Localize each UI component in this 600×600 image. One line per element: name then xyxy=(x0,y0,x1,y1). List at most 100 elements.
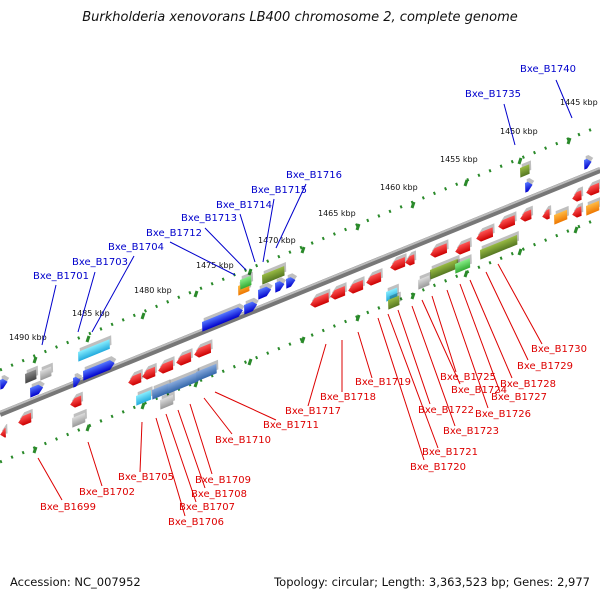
forward-gene xyxy=(258,282,273,300)
forward-gene xyxy=(25,365,39,384)
forward-gene-label: Bxe_B1703 xyxy=(72,257,128,268)
reverse-gene xyxy=(0,423,8,438)
forward-gene xyxy=(275,277,287,293)
reverse-gene xyxy=(390,253,407,271)
reverse-leader-line xyxy=(155,417,186,517)
scale-tick xyxy=(85,335,91,343)
kbp-label: 1485 kbp xyxy=(72,309,110,318)
reverse-gene xyxy=(160,390,175,410)
scale-tick xyxy=(517,157,523,165)
forward-gene xyxy=(240,271,254,290)
reverse-gene xyxy=(196,359,219,382)
reverse-gene xyxy=(176,348,193,366)
reverse-gene xyxy=(572,202,584,218)
scale-tick xyxy=(140,312,146,320)
reverse-gene xyxy=(586,196,600,216)
reverse-leader-line xyxy=(357,331,373,379)
reverse-gene-label: Bxe_B1730 xyxy=(531,344,587,355)
reverse-leader-line xyxy=(497,263,543,345)
reverse-leader-line xyxy=(485,271,529,361)
forward-gene xyxy=(30,380,45,398)
scale-tick xyxy=(573,226,579,234)
reverse-leader-line xyxy=(387,313,439,449)
reverse-gene xyxy=(128,368,143,386)
forward-leader-line xyxy=(239,213,256,263)
reverse-gene-label: Bxe_B1719 xyxy=(355,377,411,388)
reverse-leader-line xyxy=(446,289,489,409)
reverse-leader-line xyxy=(431,295,457,373)
scale-tick xyxy=(247,358,253,366)
reverse-leader-line xyxy=(203,397,233,435)
scale-tick xyxy=(300,246,306,254)
reverse-gene-label: Bxe_B1705 xyxy=(118,472,174,483)
reverse-gene xyxy=(330,282,347,300)
reverse-gene xyxy=(158,356,175,374)
kbp-label: 1450 kbp xyxy=(500,127,538,136)
reverse-leader-line xyxy=(165,413,197,503)
reverse-gene-label: Bxe_B1699 xyxy=(40,502,96,513)
forward-gene xyxy=(286,273,298,289)
forward-gene-label: Bxe_B1716 xyxy=(286,170,342,181)
reverse-gene xyxy=(430,239,449,258)
reverse-gene xyxy=(310,288,331,308)
reverse-gene-label: Bxe_B1709 xyxy=(195,475,251,486)
kbp-label: 1445 kbp xyxy=(560,98,598,107)
forward-leader-line xyxy=(91,255,135,333)
scale-tick xyxy=(517,248,523,256)
reverse-gene xyxy=(405,250,417,266)
forward-gene xyxy=(40,362,54,381)
forward-gene-label: Bxe_B1735 xyxy=(465,89,521,100)
reverse-gene-label: Bxe_B1707 xyxy=(179,502,235,513)
reverse-gene xyxy=(366,268,383,286)
kbp-label: 1470 kbp xyxy=(258,236,296,245)
kbp-label: 1465 kbp xyxy=(318,209,356,218)
forward-gene-label: Bxe_B1704 xyxy=(108,242,164,253)
reverse-gene xyxy=(480,231,520,260)
reverse-gene xyxy=(136,386,153,406)
forward-gene-label: Bxe_B1714 xyxy=(216,200,272,211)
reverse-gene-label: Bxe_B1717 xyxy=(285,406,341,417)
forward-leader-line xyxy=(503,103,516,146)
reverse-leader-line xyxy=(459,283,501,393)
forward-leader-line xyxy=(41,284,57,346)
reverse-leader-line xyxy=(421,299,461,385)
genome-summary-text: Topology: circular; Length: 3,363,523 bp… xyxy=(274,575,590,589)
reverse-gene-label: Bxe_B1726 xyxy=(475,409,531,420)
upper-scale-track xyxy=(0,124,600,372)
reverse-gene xyxy=(72,408,87,428)
kbp-label: 1475 kbp xyxy=(196,261,234,270)
reverse-gene xyxy=(168,368,200,394)
reverse-gene-label: Bxe_B1708 xyxy=(191,489,247,500)
forward-gene xyxy=(78,335,112,362)
kbp-label: 1480 kbp xyxy=(134,286,172,295)
scale-tick xyxy=(355,223,361,231)
kbp-label: 1455 kbp xyxy=(440,155,478,164)
reverse-gene-label: Bxe_B1720 xyxy=(410,462,466,473)
scale-tick xyxy=(463,179,469,187)
forward-leader-line xyxy=(555,79,573,119)
reverse-gene xyxy=(476,223,495,242)
forward-gene xyxy=(262,262,287,285)
reverse-gene-label: Bxe_B1725 xyxy=(440,372,496,383)
reverse-gene xyxy=(430,254,460,280)
scale-tick xyxy=(85,424,91,432)
forward-leader-line xyxy=(204,227,247,271)
forward-gene-label: Bxe_B1701 xyxy=(33,271,89,282)
reverse-gene-label: Bxe_B1727 xyxy=(491,392,547,403)
reverse-leader-line xyxy=(469,279,513,379)
reverse-gene-label: Bxe_B1729 xyxy=(517,361,573,372)
forward-gene xyxy=(0,374,10,390)
reverse-leader-line xyxy=(139,421,143,473)
scale-tick xyxy=(300,336,306,344)
forward-gene-label: Bxe_B1713 xyxy=(181,213,237,224)
gene-glyphs xyxy=(0,154,600,438)
reverse-gene-label: Bxe_B1702 xyxy=(79,487,135,498)
forward-leader-line xyxy=(262,198,275,263)
scale-tick xyxy=(32,356,38,364)
reverse-gene xyxy=(554,205,569,225)
reverse-gene xyxy=(498,211,517,230)
reverse-gene xyxy=(586,178,600,196)
reverse-leader-line xyxy=(37,457,63,501)
